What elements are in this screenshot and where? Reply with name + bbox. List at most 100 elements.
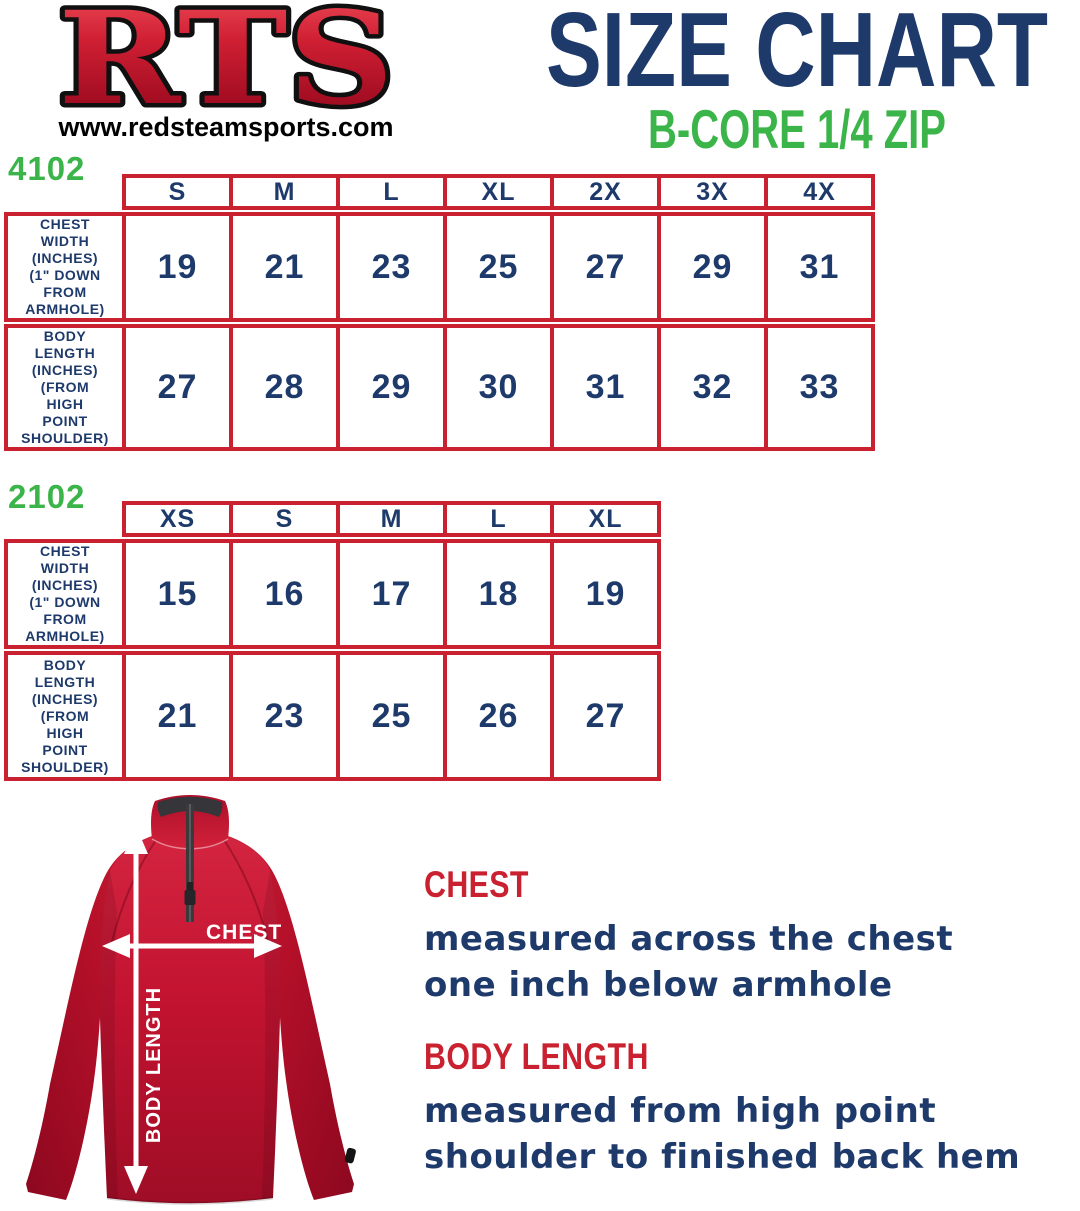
brand-mark	[344, 1147, 356, 1164]
chest-value-cell: 17	[336, 543, 443, 645]
row-label-line: (1" DOWN	[29, 594, 101, 610]
row-label-line: FROM	[43, 611, 87, 627]
row-label-line: ARMHOLE)	[25, 301, 105, 317]
row-label-line: HIGH	[46, 396, 84, 412]
body-length-value-cell: 23	[229, 655, 336, 777]
body-length-arrowhead-bottom	[124, 1166, 148, 1194]
rts-logo: RTS	[54, 2, 399, 118]
title-block: SIZE CHART B-CORE 1/4 ZIP	[546, 0, 1048, 160]
chest-width-row: CHEST WIDTH (INCHES) (1" DOWN FROM ARMHO…	[4, 212, 875, 322]
row-label-line: SHOULDER)	[21, 430, 109, 446]
body-length-value-cell: 27	[122, 328, 229, 447]
row-label-line: (INCHES)	[31, 362, 99, 378]
body-length-arrow-shaft	[133, 850, 139, 1168]
body-length-legend-heading: BODY LENGTH	[424, 1036, 649, 1077]
chest-legend: CHEST measured across the chest one inch…	[424, 864, 1064, 1008]
size-header-row: XS S M L XL	[122, 501, 661, 537]
body-length-value-cell: 21	[122, 655, 229, 777]
chest-value-cell: 19	[122, 216, 229, 318]
body-length-row-label: BODY LENGTH (INCHES) (FROM HIGH POINT SH…	[8, 328, 122, 447]
zipper-slider	[187, 882, 193, 890]
left-sleeve	[26, 834, 158, 1200]
row-label-line: (INCHES)	[31, 690, 99, 707]
page-title: SIZE CHART	[546, 0, 1048, 109]
raglan-seam-right	[223, 839, 269, 943]
row-label-line: POINT	[42, 741, 88, 758]
style-code-2102: 2102	[8, 478, 86, 515]
chest-width-row-label: CHEST WIDTH (INCHES) (1" DOWN FROM ARMHO…	[8, 543, 122, 645]
chest-arrow-label: CHEST	[206, 921, 282, 944]
size-header-cell: 3X	[657, 178, 764, 206]
size-header-cell: XL	[550, 505, 657, 533]
chest-value-cell: 23	[336, 216, 443, 318]
row-label-line: WIDTH	[40, 233, 90, 249]
chest-arrow-shaft	[126, 943, 256, 949]
body-length-value-cell: 27	[550, 655, 657, 777]
chest-value-cell: 21	[229, 216, 336, 318]
size-header-cell: S	[229, 505, 336, 533]
size-header-cell: M	[229, 178, 336, 206]
body-length-value-cell: 32	[657, 328, 764, 447]
torso-shadow-left	[99, 870, 118, 1199]
body-length-row: BODY LENGTH (INCHES) (FROM HIGH POINT SH…	[4, 324, 875, 451]
website-url: www.redsteamsports.com	[58, 112, 394, 142]
chest-arrowhead-left	[102, 934, 130, 958]
body-length-value-cell: 30	[443, 328, 550, 447]
size-header-cell: XL	[443, 178, 550, 206]
body-length-arrowhead-top	[124, 826, 148, 854]
row-label-line: LENGTH	[34, 673, 96, 690]
row-label-line: CHEST	[40, 543, 90, 559]
body-length-row-label: BODY LENGTH (INCHES) (FROM HIGH POINT SH…	[8, 655, 122, 777]
logo-text: RTS	[58, 2, 394, 118]
size-header-cell: XS	[159, 504, 196, 533]
row-label-line: HIGH	[46, 724, 84, 741]
size-header-cell: 2X	[550, 178, 657, 206]
zipper-pull	[184, 890, 196, 905]
row-label-line: SHOULDER)	[21, 758, 109, 775]
size-header-cell: L	[443, 505, 550, 533]
body-length-legend-line: shoulder to finished back hem	[424, 1137, 1021, 1177]
style-code-4102: 4102	[8, 150, 86, 187]
chest-value-cell: 18	[443, 543, 550, 645]
row-label-line: LENGTH	[34, 345, 96, 361]
size-table-4102: S M L XL 2X 3X 4X CHEST WIDTH (INCHES) (…	[4, 174, 875, 451]
chest-value-cell: 16	[229, 543, 336, 645]
right-sleeve	[222, 834, 354, 1200]
body-length-arrow-label: BODY LENGTH	[143, 987, 165, 1143]
row-label-line: (1" DOWN	[29, 267, 101, 283]
body-length-value-cell: 31	[550, 328, 657, 447]
row-label-line: (INCHES)	[31, 250, 99, 266]
row-label-line: (INCHES)	[31, 577, 99, 593]
shirt-torso	[99, 836, 281, 1204]
body-length-value-cell: 26	[443, 655, 550, 777]
row-label-line: ARMHOLE)	[25, 628, 105, 644]
body-length-value-cell: 28	[229, 328, 336, 447]
chest-arrowhead-right	[254, 934, 282, 958]
size-header-cell: L	[336, 178, 443, 206]
zipper-teeth	[189, 804, 191, 922]
chest-value-cell: 31	[764, 216, 871, 318]
row-label-line: BODY	[43, 328, 87, 344]
chest-value-cell: 25	[443, 216, 550, 318]
size-header-cell: 4X	[764, 178, 871, 206]
row-label-line: CHEST	[40, 216, 90, 232]
size-table-2102: XS S M L XL CHEST WIDTH (INCHES) (1" DOW…	[4, 501, 661, 781]
chest-legend-heading: CHEST	[424, 864, 529, 905]
hem-shadow	[106, 1196, 274, 1205]
body-length-value-cell: 33	[764, 328, 871, 447]
body-length-value-cell: 25	[336, 655, 443, 777]
chest-value-cell: 15	[122, 543, 229, 645]
row-label-line: FROM	[43, 284, 87, 300]
chest-legend-line: one inch below armhole	[424, 965, 893, 1005]
chest-value-cell: 19	[550, 543, 657, 645]
raglan-seam-left	[111, 839, 157, 943]
size-header-cell: M	[336, 505, 443, 533]
product-subtitle: B-CORE 1/4 ZIP	[648, 98, 946, 160]
body-length-row: BODY LENGTH (INCHES) (FROM HIGH POINT SH…	[4, 651, 661, 781]
row-label-line: BODY	[43, 656, 87, 673]
chest-width-row: CHEST WIDTH (INCHES) (1" DOWN FROM ARMHO…	[4, 539, 661, 649]
size-header-cell: S	[168, 177, 187, 206]
shirt-diagram: BODY LENGTH CHEST	[26, 795, 356, 1205]
chest-width-row-label: CHEST WIDTH (INCHES) (1" DOWN FROM ARMHO…	[8, 216, 122, 318]
chest-value-cell: 29	[657, 216, 764, 318]
